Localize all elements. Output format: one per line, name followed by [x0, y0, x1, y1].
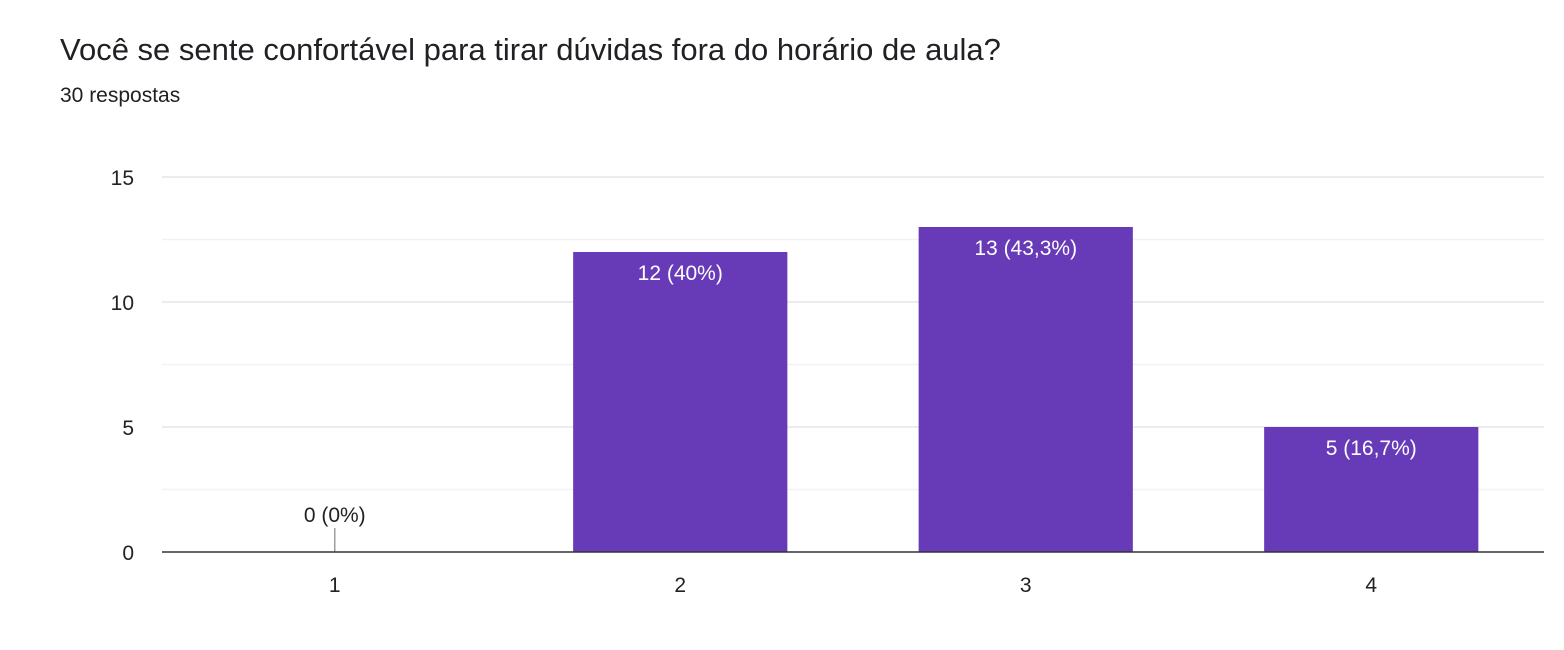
- bar-4: [1264, 427, 1479, 552]
- x-tick-label: 2: [674, 574, 686, 597]
- y-axis-ticks: 0 5 10 15: [111, 167, 134, 565]
- x-axis-ticks: 1 2 3 4: [329, 574, 1378, 597]
- data-label: 13 (43,3%): [974, 237, 1077, 260]
- data-label: 12 (40%): [638, 262, 723, 285]
- data-label: 0 (0%): [304, 504, 366, 527]
- chart-title: Você se sente confortável para tirar dúv…: [60, 32, 1001, 67]
- x-tick-label: 1: [329, 574, 341, 597]
- bar-3: [918, 227, 1133, 552]
- y-tick-label: 0: [122, 542, 134, 565]
- data-label: 5 (16,7%): [1326, 437, 1417, 460]
- x-tick-label: 3: [1020, 574, 1032, 597]
- data-labels: 0 (0%) 12 (40%) 13 (43,3%) 5 (16,7%): [304, 237, 1417, 552]
- bars: [573, 227, 1479, 552]
- y-tick-label: 10: [111, 292, 134, 315]
- y-tick-label: 5: [122, 417, 134, 440]
- bar-2: [573, 252, 788, 552]
- response-count: 30 respostas: [60, 84, 181, 107]
- x-tick-label: 4: [1365, 574, 1377, 597]
- y-tick-label: 15: [111, 167, 134, 190]
